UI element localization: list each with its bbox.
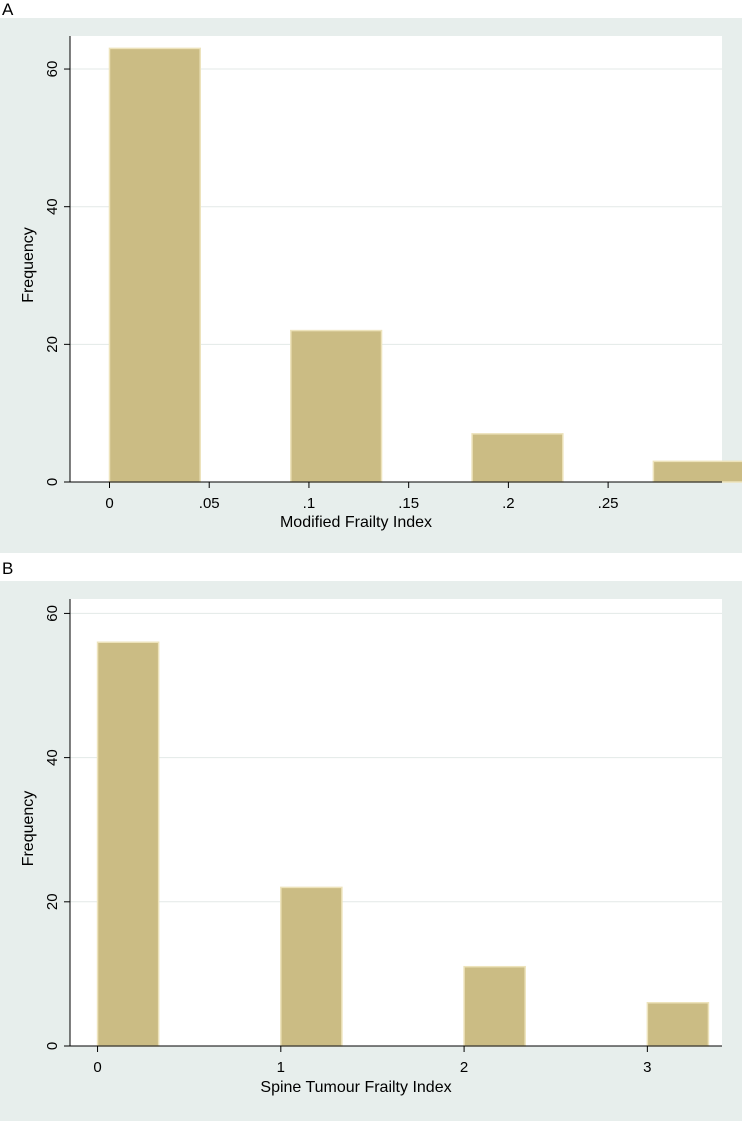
histogram-panel-a: 0 20 40 60 0 .05 .1 .15 .2 .25 Modified Frailty In…	[0, 18, 742, 553]
histogram-bar	[290, 329, 383, 483]
y-tick-label: 0	[44, 478, 61, 486]
y-tick-label: 60	[44, 61, 61, 78]
x-tick-label: 0	[105, 495, 113, 512]
histogram-bar	[280, 886, 343, 1047]
histogram-svg: 0 20 40 60 0 .05 .1 .15 .2 .25 Modified Frailty In…	[20, 36, 742, 531]
histogram-bar	[108, 47, 201, 483]
x-axis-title: Spine Tumour Frailty Index	[260, 1079, 451, 1096]
x-tick-label: 1	[277, 1059, 285, 1076]
y-axis-title: Frequency	[20, 227, 37, 303]
x-tick-label: .1	[303, 495, 316, 512]
panel-b-letter: B	[2, 559, 14, 578]
y-tick-label: 40	[44, 198, 61, 215]
histogram-bar	[96, 641, 160, 1047]
histogram-bar	[646, 1001, 710, 1047]
y-tick-label: 0	[44, 1042, 61, 1050]
x-tick-label: 2	[460, 1059, 468, 1076]
histogram-bar	[463, 965, 526, 1047]
x-tick-label: .25	[598, 495, 619, 512]
y-tick-label: 20	[44, 336, 61, 353]
x-tick-label: .05	[199, 495, 220, 512]
x-tick-label: .15	[398, 495, 419, 512]
y-tick-label: 40	[44, 749, 61, 766]
plot-area	[70, 599, 722, 1046]
x-tick-label: 0	[93, 1059, 101, 1076]
panel-a-letter: A	[2, 0, 14, 19]
x-tick-label: .2	[502, 495, 515, 512]
y-axis-title: Frequency	[20, 791, 37, 867]
histogram-panel-b: 0 20 40 60 0 1 2 3 Spine Tumour Frailty Index Fre…	[0, 581, 742, 1121]
y-tick-label: 60	[44, 605, 61, 622]
y-tick-label: 20	[44, 893, 61, 910]
histogram-bar	[652, 460, 742, 483]
histogram-svg: 0 20 40 60 0 1 2 3 Spine Tumour Frailty Index Fre…	[20, 599, 722, 1096]
histogram-bar	[471, 433, 564, 483]
x-tick-label: 3	[643, 1059, 651, 1076]
x-axis-title: Modified Frailty Index	[280, 514, 432, 531]
